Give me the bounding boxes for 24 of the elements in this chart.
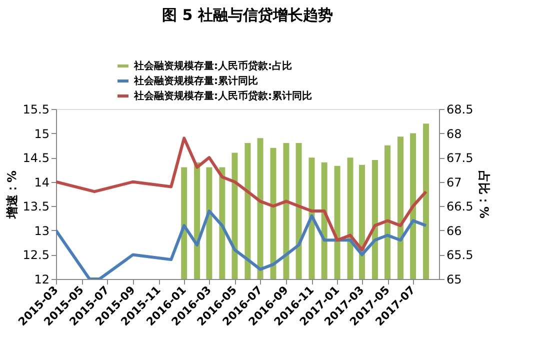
y2-tick-label: 68.5: [446, 102, 474, 116]
legend-label: 社会融资规模存量:累计同比: [133, 75, 258, 87]
y-tick-label: 14: [34, 175, 50, 190]
y-tick-label: 14.5: [22, 151, 50, 166]
y2-tick-label: 66: [446, 224, 462, 238]
y-tick-label: 15.5: [22, 102, 50, 116]
y-tick-label: 13: [34, 224, 50, 238]
y2-tick-label: 66.5: [446, 200, 474, 214]
legend-label: 社会融资规模存量:人民币贷款:占比: [133, 60, 292, 72]
y-axis-title: 增速：%: [4, 170, 19, 220]
y2-tick-label: 65.5: [446, 248, 474, 262]
y2-tick-label: 65: [446, 272, 462, 286]
y-tick-label: 12.5: [22, 248, 50, 262]
y2-axis-title: 占比：%: [477, 170, 492, 219]
line-series: [56, 210, 428, 279]
y-tick-label: 15: [34, 126, 50, 141]
chart-title: 图 5 社融与信贷增长趋势: [162, 6, 333, 24]
legend-label: 社会融资规模存量:人民币贷款:累计同比: [133, 90, 312, 102]
line-series: [56, 136, 428, 252]
y-tick-label: 13.5: [22, 200, 50, 214]
y2-tick-label: 67.5: [446, 151, 474, 166]
y-tick-label: 12: [34, 272, 50, 286]
y2-tick-label: 67: [446, 175, 462, 190]
y2-tick-label: 68: [446, 126, 462, 141]
